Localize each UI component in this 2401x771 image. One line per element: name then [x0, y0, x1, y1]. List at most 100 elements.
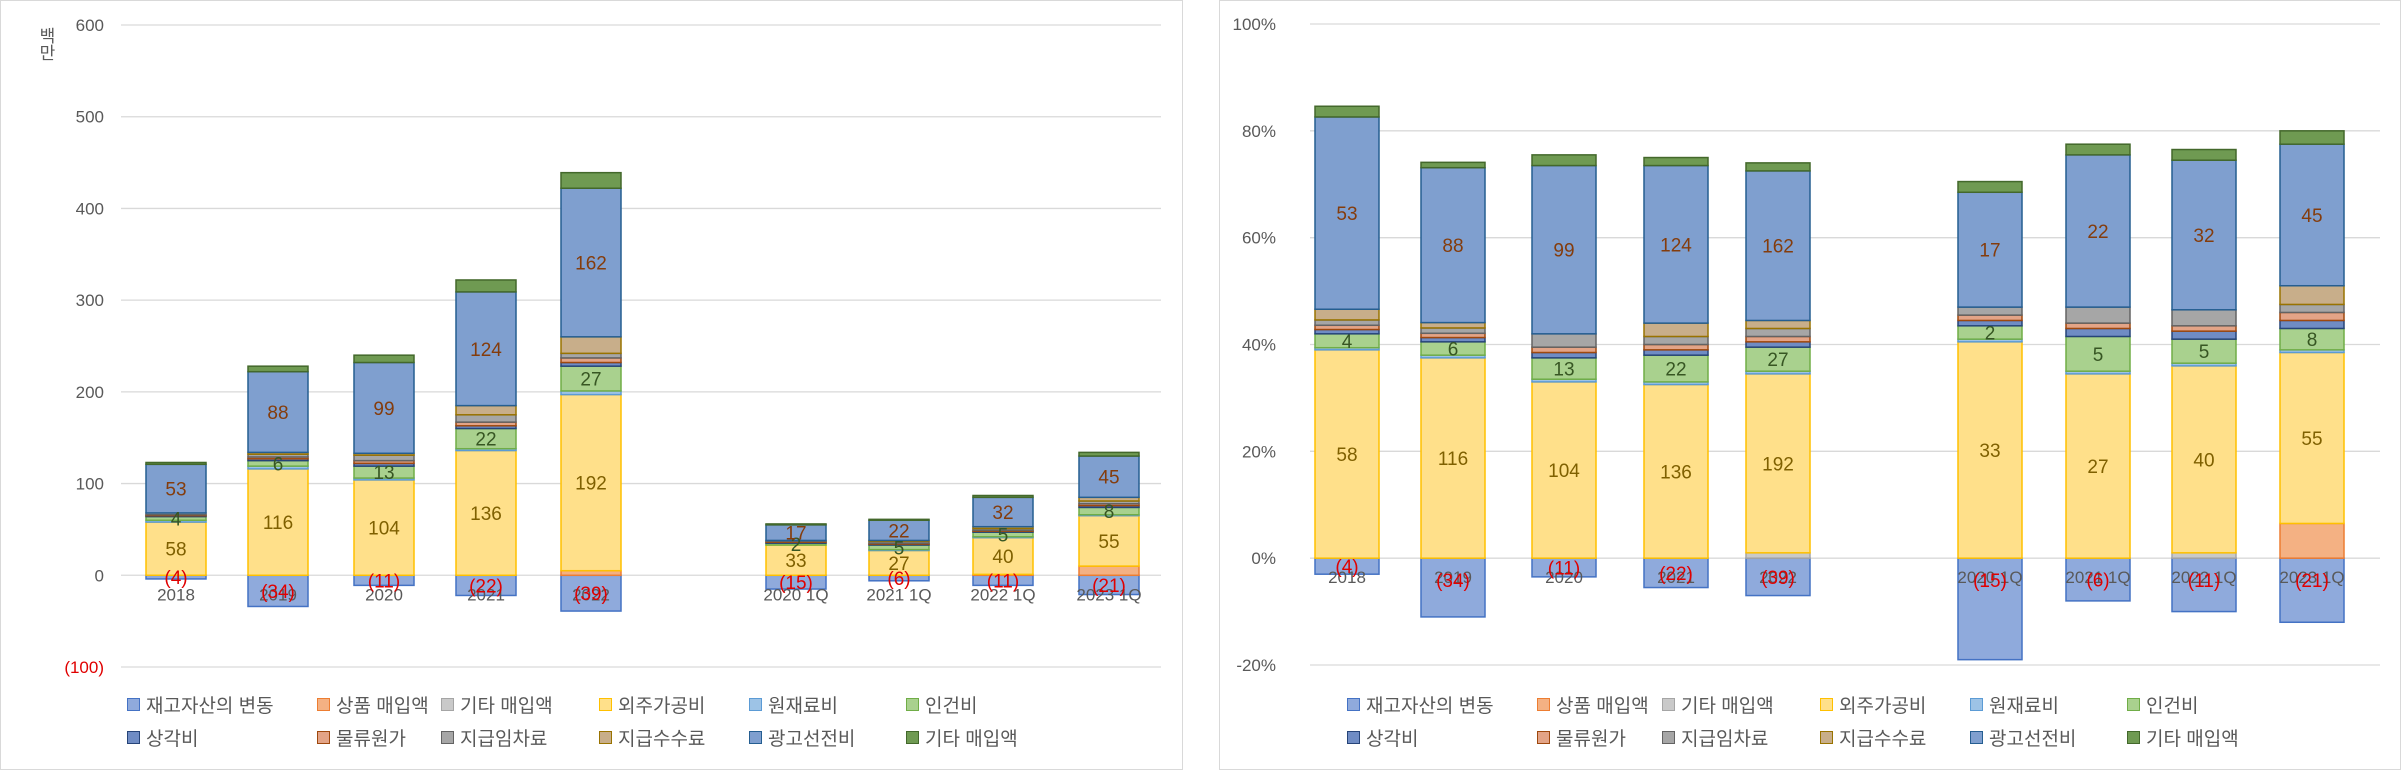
bar-segment — [1314, 116, 1380, 310]
bar-segment — [1314, 319, 1380, 327]
legend-item: 지급수수료 — [1820, 724, 1926, 751]
data-label: (11) — [987, 571, 1019, 592]
legend-item: 외주가공비 — [599, 691, 705, 718]
bar-segment — [1531, 333, 1597, 348]
legend-label: 재고자산의 변동 — [146, 696, 274, 717]
bar-segment — [1643, 156, 1709, 167]
legend-swatch — [906, 731, 919, 744]
data-label: 58 — [165, 540, 186, 561]
data-label: 45 — [2301, 206, 2322, 227]
legend-item: 기타 매입액 — [2127, 724, 2239, 751]
data-label: (15) — [779, 573, 813, 594]
bar-segment — [1531, 164, 1597, 335]
data-label: 2 — [791, 535, 802, 556]
y-tick-label: 500 — [76, 108, 104, 127]
bar-segment — [2171, 325, 2237, 332]
data-label: (39) — [574, 584, 608, 605]
legend-item: 광고선전비 — [749, 724, 855, 751]
bar-segment — [2279, 351, 2345, 525]
legend-swatch — [906, 698, 919, 711]
bar-segment — [247, 365, 309, 373]
legend-swatch — [127, 698, 140, 711]
x-tick-label: 2022 1Q — [2171, 568, 2236, 587]
legend-item: 원재료비 — [749, 691, 838, 718]
x-tick-label: 2018 — [157, 585, 195, 604]
data-label: 32 — [2193, 226, 2214, 247]
data-label: 4 — [171, 509, 182, 530]
data-label: (4) — [164, 568, 187, 589]
y-tick-label: 400 — [76, 199, 104, 218]
legend-item: 외주가공비 — [1820, 691, 1926, 718]
bar-segment — [1957, 191, 2023, 308]
legend-label: 원재료비 — [768, 696, 838, 717]
bar-segment — [560, 336, 622, 355]
legend-swatch — [1820, 698, 1833, 711]
bar-segment — [765, 523, 827, 526]
legend-item: 재고자산의 변동 — [1347, 691, 1494, 718]
legend-swatch — [317, 698, 330, 711]
legend: 재고자산의 변동 상품 매입액 기타 매입액 외주가공비 원재료비 인건비 상각비 물류원가 지… — [1220, 691, 2400, 771]
data-label: 192 — [1762, 454, 1794, 475]
legend-label: 상각비 — [1366, 729, 1419, 750]
data-label: (4) — [1335, 557, 1358, 578]
bar-segment — [972, 536, 1034, 576]
data-label: 4 — [1342, 332, 1353, 353]
bar-segment — [2065, 373, 2131, 559]
data-label: (6) — [2086, 571, 2109, 592]
data-label: (22) — [1659, 564, 1693, 585]
legend-swatch — [1820, 731, 1833, 744]
data-label: 162 — [575, 254, 607, 275]
data-label: 88 — [1442, 236, 1463, 257]
bar-segment — [247, 574, 309, 608]
legend-swatch — [749, 698, 762, 711]
data-label: 40 — [992, 547, 1013, 568]
legend-label: 지급수수료 — [618, 729, 706, 750]
x-tick-label: 2021 1Q — [2065, 568, 2130, 587]
data-label: 27 — [580, 370, 601, 391]
legend-item: 인건비 — [2127, 691, 2198, 718]
data-label: 5 — [2199, 342, 2210, 363]
legend-label: 상품 매입액 — [1556, 696, 1649, 717]
legend-label: 인건비 — [925, 696, 978, 717]
data-label: (6) — [887, 569, 910, 590]
legend-label: 기타 매입액 — [925, 729, 1018, 750]
bar-segment — [2171, 557, 2237, 613]
legend-item: 상각비 — [127, 724, 198, 751]
x-tick-label: 2020 1Q — [1957, 568, 2022, 587]
legend-item: 물류원가 — [317, 724, 406, 751]
data-label: 5 — [2093, 345, 2104, 366]
legend-label: 물류원가 — [336, 729, 406, 750]
bar-segment — [353, 454, 415, 462]
x-tick-label: 2022 — [572, 585, 610, 604]
legend-label: 기타 매입액 — [1681, 696, 1774, 717]
bar-segment — [2171, 159, 2237, 311]
bar-segment — [1957, 341, 2023, 559]
bar-segment — [2065, 322, 2131, 330]
data-label: 104 — [1548, 461, 1580, 482]
legend-item: 광고선전비 — [1970, 724, 2076, 751]
bar-segment — [1643, 164, 1709, 324]
legend-swatch — [127, 731, 140, 744]
data-label: (15) — [1973, 571, 2007, 592]
data-label: 192 — [575, 474, 607, 495]
data-label: 33 — [785, 551, 806, 572]
legend-swatch — [1537, 731, 1550, 744]
bar-segment — [868, 549, 930, 577]
bar-segment — [1078, 565, 1140, 577]
data-label: 8 — [2307, 330, 2318, 351]
bar-segment — [2171, 330, 2237, 340]
x-tick-label: 2020 — [365, 585, 403, 604]
legend-swatch — [599, 731, 612, 744]
legend-item: 상품 매입액 — [317, 691, 429, 718]
data-label: (22) — [469, 576, 503, 597]
bar-segment — [1643, 383, 1709, 559]
bar-segment — [247, 370, 309, 454]
legend-label: 상각비 — [146, 729, 199, 750]
data-label: (11) — [368, 571, 400, 592]
data-label: (11) — [1548, 559, 1580, 580]
bar-segment — [1957, 314, 2023, 322]
bar-segment — [2279, 284, 2345, 306]
y-axis-unit-label: 백만 — [36, 27, 55, 61]
data-label: 6 — [1448, 340, 1459, 361]
data-label: 53 — [165, 480, 186, 501]
